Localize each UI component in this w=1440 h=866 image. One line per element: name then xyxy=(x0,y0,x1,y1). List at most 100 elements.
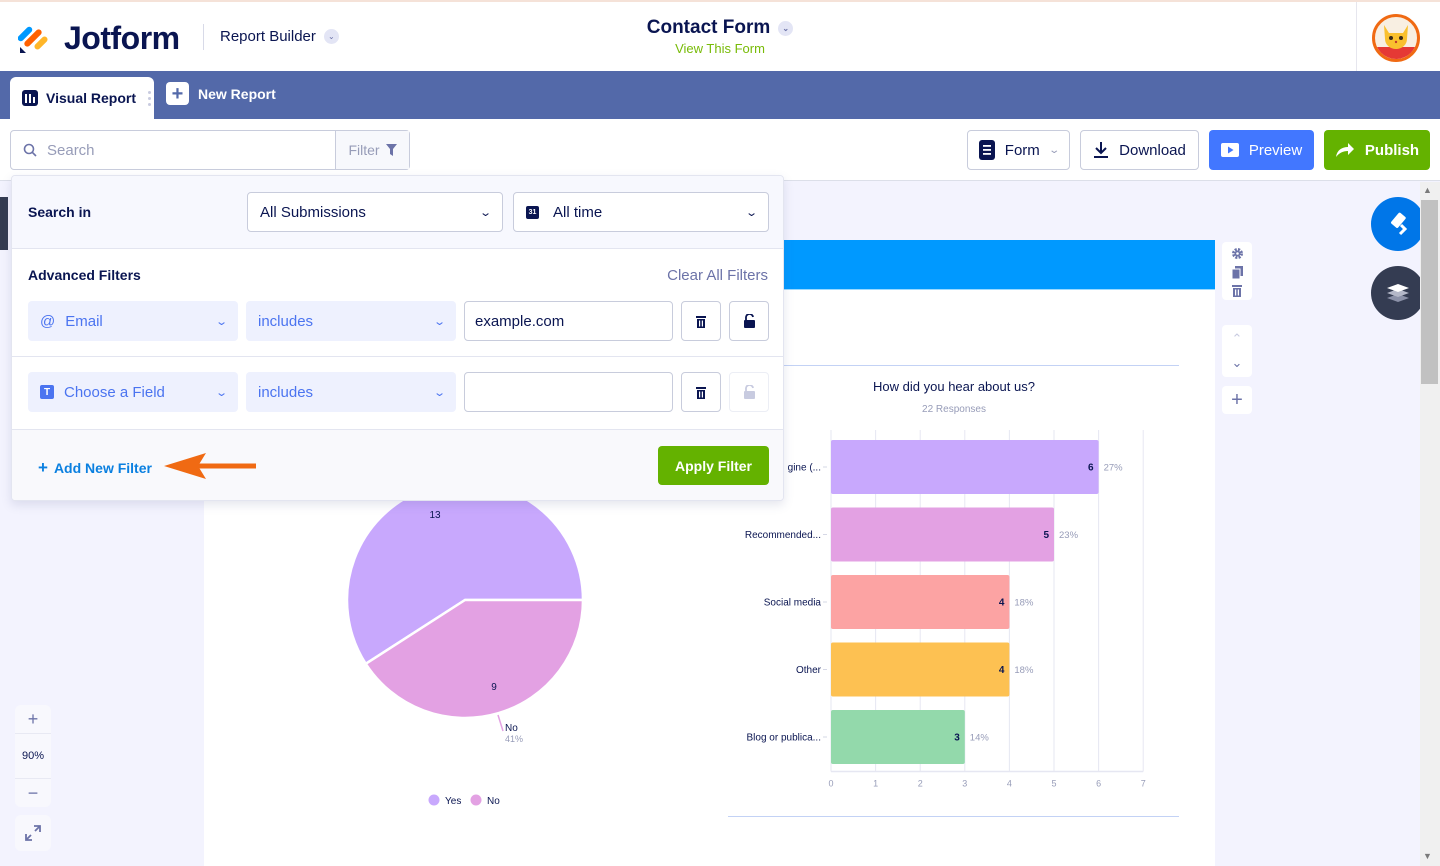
tab-visual-report[interactable]: Visual Report xyxy=(10,77,154,119)
delete-filter-button[interactable] xyxy=(681,301,721,341)
add-new-filter-button[interactable]: + Add New Filter xyxy=(38,458,152,478)
plus-icon: + xyxy=(1231,388,1243,411)
bar-percent-label: 14% xyxy=(970,733,990,744)
trash-icon[interactable] xyxy=(1232,281,1242,300)
report-builder-menu[interactable]: Report Builder ⌄ xyxy=(220,28,339,45)
filter-value-input[interactable]: example.com xyxy=(464,301,673,341)
lock-filter-button-disabled xyxy=(729,372,769,412)
delete-filter-button[interactable] xyxy=(681,372,721,412)
bar-percent-label: 23% xyxy=(1059,530,1079,541)
trash-icon xyxy=(696,315,706,328)
filter-operator-select[interactable]: includes ⌄ xyxy=(246,372,456,412)
report-header-block[interactable] xyxy=(783,240,1215,290)
zoom-out-button[interactable]: − xyxy=(27,782,39,803)
share-arrow-icon xyxy=(1335,143,1354,157)
bar[interactable] xyxy=(831,642,1010,697)
zoom-controls: + 90% − xyxy=(15,705,51,807)
move-down-icon[interactable]: ⌄ xyxy=(1231,355,1243,370)
scrollbar-thumb[interactable] xyxy=(1421,200,1438,384)
preview-button[interactable]: Preview xyxy=(1209,130,1314,170)
operator-value: includes xyxy=(258,383,314,401)
bar-value-label: 6 xyxy=(1088,463,1094,474)
filter-field-select[interactable]: T Choose a Field ⌄ xyxy=(28,372,238,412)
zoom-level: 90% xyxy=(15,733,51,779)
filter-value-input[interactable] xyxy=(464,372,673,412)
bar-value-label: 4 xyxy=(999,665,1005,676)
play-icon xyxy=(1220,143,1239,157)
zoom-in-button[interactable]: + xyxy=(27,708,39,729)
duplicate-icon[interactable] xyxy=(1231,263,1243,282)
time-range-select[interactable]: 31 All time ⌄ xyxy=(513,192,769,232)
chevron-down-icon: ⌄ xyxy=(1048,144,1060,156)
text-field-icon: T xyxy=(40,385,54,399)
move-up-icon[interactable]: ⌃ xyxy=(1231,331,1243,346)
callout-label: No xyxy=(505,723,518,734)
x-tick-label: 2 xyxy=(918,779,923,789)
x-tick-label: 3 xyxy=(962,779,967,789)
clear-all-filters-link[interactable]: Clear All Filters xyxy=(667,267,768,284)
submissions-select[interactable]: All Submissions ⌄ xyxy=(247,192,503,232)
plus-icon: + xyxy=(166,82,189,105)
tab-label: Visual Report xyxy=(46,90,136,106)
layers-button[interactable] xyxy=(1371,266,1425,320)
view-form-link[interactable]: View This Form xyxy=(675,41,765,56)
more-options-icon[interactable] xyxy=(148,90,151,106)
x-tick-label: 5 xyxy=(1051,779,1056,789)
bar-percent-label: 18% xyxy=(1014,665,1034,676)
x-tick-label: 1 xyxy=(873,779,878,789)
pie-value-label: 9 xyxy=(491,682,497,693)
paint-roller-icon xyxy=(1391,212,1408,236)
lock-filter-button[interactable] xyxy=(729,301,769,341)
filter-operator-select[interactable]: includes ⌄ xyxy=(246,301,456,341)
category-label: Recommended... xyxy=(745,530,821,541)
x-tick-label: 4 xyxy=(1007,779,1012,789)
search-box: Search Filter xyxy=(10,130,410,170)
settings-gear-icon[interactable] xyxy=(1231,244,1244,263)
field-value: Email xyxy=(65,312,103,330)
canvas-edge xyxy=(0,197,8,250)
fit-screen-button[interactable] xyxy=(15,815,51,851)
form-title-menu[interactable]: Contact Form ⌄ xyxy=(647,17,794,39)
filter-field-select[interactable]: @ Email ⌄ xyxy=(28,301,238,341)
app-name: Report Builder xyxy=(220,28,316,45)
jotform-logo-icon xyxy=(18,26,48,53)
submissions-value: All Submissions xyxy=(260,203,366,221)
unlock-icon xyxy=(743,314,755,328)
download-button[interactable]: Download xyxy=(1080,130,1199,170)
bar[interactable] xyxy=(831,440,1099,494)
new-report-button[interactable]: + New Report xyxy=(166,82,276,105)
brand-name: Jotform xyxy=(64,20,180,56)
bar[interactable] xyxy=(831,507,1054,562)
scroll-down-arrow-icon[interactable]: ▼ xyxy=(1423,851,1432,861)
bar-value-label: 3 xyxy=(954,733,960,744)
add-block-button[interactable]: + xyxy=(1222,386,1252,414)
form-title: Contact Form xyxy=(646,17,771,38)
tab-bar: Visual Report xyxy=(0,71,1440,178)
bar-percent-label: 27% xyxy=(1104,463,1124,474)
bar[interactable] xyxy=(831,710,965,764)
trash-icon xyxy=(696,386,706,399)
pie-slice-no[interactable] xyxy=(364,598,585,720)
download-icon xyxy=(1094,142,1109,158)
legend-label: No xyxy=(487,796,500,807)
design-paint-button[interactable] xyxy=(1371,197,1425,251)
expand-arrows-icon xyxy=(25,825,41,841)
scroll-up-arrow-icon[interactable]: ▲ xyxy=(1423,185,1432,195)
form-selector-button[interactable]: Form ⌄ xyxy=(967,130,1070,170)
category-label: gine (... xyxy=(788,463,821,474)
apply-filter-button[interactable]: Apply Filter xyxy=(658,446,769,485)
bar[interactable] xyxy=(831,575,1010,629)
filter-button[interactable]: Filter xyxy=(335,131,409,169)
avatar[interactable] xyxy=(1372,14,1420,62)
form-title-block: Contact Form ⌄ View This Form xyxy=(600,17,840,56)
category-label: Other xyxy=(796,665,822,676)
bar-percent-label: 18% xyxy=(1014,598,1034,609)
chevron-down-icon: ⌄ xyxy=(744,206,758,219)
chevron-down-icon: ⌄ xyxy=(432,315,446,328)
x-tick-label: 7 xyxy=(1141,779,1146,789)
report-icon xyxy=(22,90,38,106)
search-input[interactable]: Search xyxy=(11,131,335,169)
publish-button[interactable]: Publish xyxy=(1324,130,1430,170)
add-new-filter-label: Add New Filter xyxy=(53,460,152,476)
jotform-logo[interactable]: Jotform xyxy=(18,20,180,57)
